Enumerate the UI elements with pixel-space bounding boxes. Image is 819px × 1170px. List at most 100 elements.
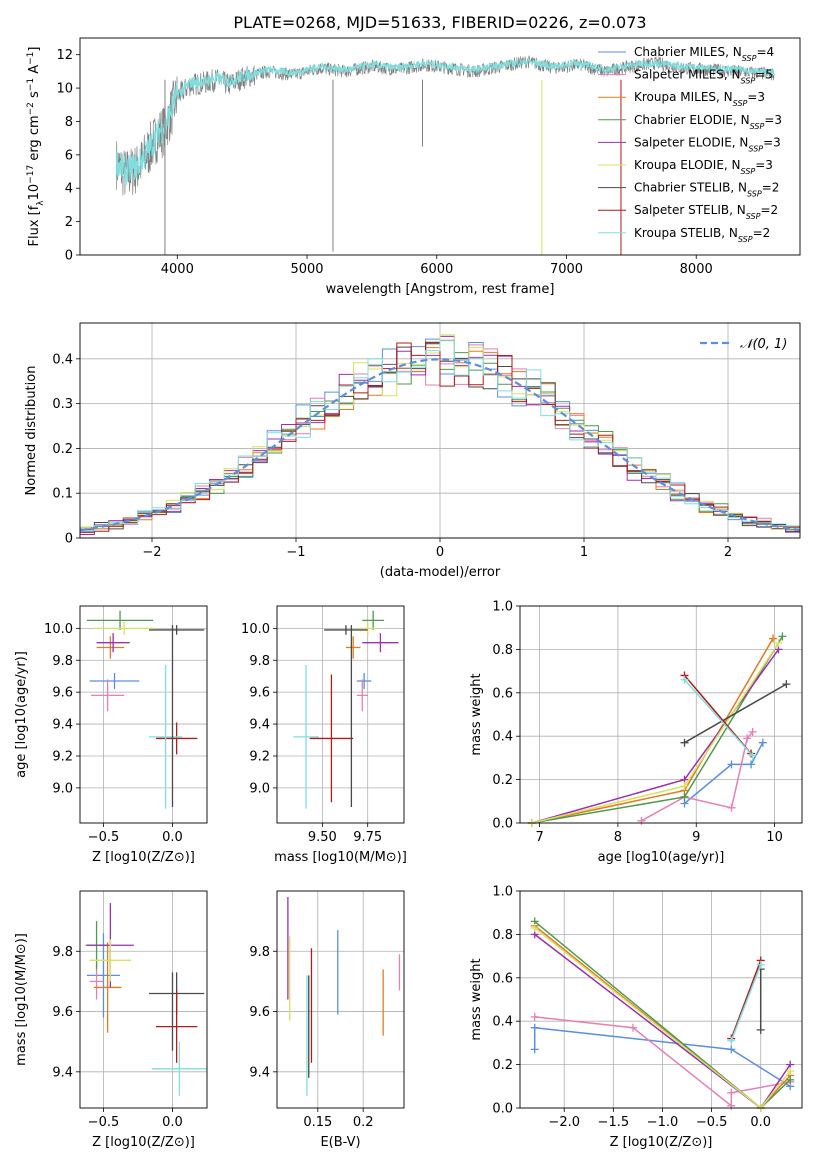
- y-tick-label: 6: [65, 148, 73, 163]
- legend-subscript: SSP: [750, 121, 765, 130]
- data-point: [155, 990, 198, 1063]
- data-point: [324, 625, 368, 635]
- legend-subscript: SSP: [746, 212, 761, 221]
- error-bars: [287, 897, 401, 1096]
- legend-subscript: SSP: [747, 189, 762, 198]
- y-tick-label: 9.6: [249, 686, 270, 701]
- weight-marker: [748, 751, 757, 760]
- x-tick-label: 2: [724, 545, 732, 560]
- legend-label: Kroupa MILES, NSSP=3: [634, 90, 765, 108]
- weight-marker: [727, 760, 736, 769]
- y-axis-label: mass weight: [469, 673, 484, 755]
- weight-marker: [727, 1036, 736, 1045]
- weight-marker: [530, 1045, 539, 1054]
- legend-label: Chabrier MILES, NSSP=4: [634, 45, 774, 63]
- spectrum-legend: Chabrier MILES, NSSP=4 Salpeter MILES, NS…: [598, 45, 782, 243]
- legend-subscript: SSP: [741, 76, 756, 85]
- y-tick-label: 9.0: [52, 781, 73, 796]
- weight-series-line: [684, 683, 787, 744]
- data-point: [293, 665, 319, 809]
- x-tick-label: −2: [142, 545, 161, 560]
- y-tick-label: 12: [56, 48, 73, 63]
- spectrum-lines: [115, 55, 775, 255]
- data-point: [93, 942, 122, 1033]
- x-tick-label: −1.0: [647, 1115, 679, 1130]
- axes-frame: [79, 605, 208, 824]
- x-axis-label: age [log10(age/yr)]: [598, 850, 725, 865]
- x-tick-label: 9: [692, 830, 700, 845]
- y-tick-label: 0.4: [52, 352, 73, 367]
- legend-label: Chabrier STELIB, NSSP=2: [634, 181, 779, 199]
- axes-frame: [519, 605, 803, 824]
- legend-count: =3: [747, 90, 765, 104]
- x-tick-label: 8000: [680, 262, 713, 277]
- y-tick-label: 9.8: [249, 654, 270, 669]
- data-point: [96, 633, 130, 653]
- y-tick-label: 0.6: [492, 686, 513, 701]
- weight-marker: [727, 1101, 736, 1110]
- x-tick-label: 7000: [550, 262, 583, 277]
- data-point: [93, 621, 155, 635]
- y-tick-label: 0.8: [492, 928, 513, 943]
- x-tick-label: 8: [614, 830, 622, 845]
- weight-marker: [727, 803, 736, 812]
- x-tick-label: 7: [535, 830, 543, 845]
- age-vs-mass-panel: 9.50 9.75 9.0 9.2 9.4 9.6 9.8 10.0 mass [log10(M…: [241, 605, 407, 865]
- weight-marker: [778, 632, 787, 641]
- weight-marker: [748, 727, 757, 736]
- data-point: [89, 673, 140, 689]
- y-tick-label: 0.8: [492, 643, 513, 658]
- weight-marker: [758, 738, 767, 747]
- y-axis-label: Normed distribution: [24, 366, 39, 496]
- data-point: [151, 1041, 207, 1096]
- weight-marker: [727, 1088, 736, 1097]
- x-axis-label: Z [log10(Z/Z⊙)]: [610, 1135, 713, 1150]
- x-tick-label: −0.5: [88, 1115, 120, 1130]
- legend-subscript: SSP: [733, 99, 748, 108]
- x-tick-label: 5000: [290, 262, 323, 277]
- error-bars: [293, 610, 399, 809]
- x-axis-label: (data-model)/error: [380, 565, 501, 580]
- x-tick-label: −1: [286, 545, 305, 560]
- legend-count: =2: [762, 181, 780, 195]
- legend-label: Chabrier ELODIE, NSSP=3: [634, 113, 782, 131]
- data-point: [309, 674, 354, 803]
- weight-marker: [756, 960, 765, 969]
- mass-vs-EBV-panel: 0.15 0.2 9.4 9.6 9.8 E(B-V): [249, 890, 405, 1150]
- x-tick-label: 9.75: [353, 830, 382, 845]
- y-tick-label: 9.2: [52, 749, 73, 764]
- weight-marker: [680, 782, 689, 791]
- x-tick-label: −1.5: [598, 1115, 630, 1130]
- axes-frame: [79, 37, 801, 256]
- data-point: [149, 665, 183, 809]
- weight-marker: [680, 675, 689, 684]
- y-tick-label: 9.6: [52, 1005, 73, 1020]
- y-tick-label: 9.4: [52, 718, 73, 733]
- x-tick-label: −0.5: [88, 830, 120, 845]
- data-point: [362, 610, 385, 630]
- weight-series-line: [533, 1026, 791, 1087]
- weight-marker: [743, 734, 752, 743]
- legend-count: =2: [760, 203, 778, 217]
- legend-label: Kroupa STELIB, NSSP=2: [634, 226, 770, 244]
- y-tick-label: 1.0: [492, 600, 513, 615]
- y-tick-label: 0.2: [492, 773, 513, 788]
- y-tick-label: 9.4: [249, 1065, 270, 1080]
- legend-subscript: SSP: [738, 234, 753, 243]
- y-tick-label: 0.2: [492, 1058, 513, 1073]
- y-tick-label: 10: [56, 82, 73, 97]
- y-tick-label: 9.6: [249, 1005, 270, 1020]
- y-axis-label: mass [log10(M/M⊙)]: [14, 933, 29, 1066]
- y-tick-label: 0: [65, 532, 73, 547]
- legend-label: Kroupa ELODIE, NSSP=3: [634, 158, 773, 176]
- data-point: [91, 679, 125, 712]
- grid: [277, 891, 404, 1108]
- weight-series-line: [730, 960, 762, 1039]
- y-tick-label: 9.8: [249, 945, 270, 960]
- y-tick-label: 9.6: [52, 686, 73, 701]
- x-axis-label: Z [log10(Z/Z⊙)]: [92, 1135, 195, 1150]
- x-axis-label: Z [log10(Z/Z⊙)]: [92, 850, 195, 865]
- axes-frame: [79, 890, 208, 1109]
- weight-marker: [774, 638, 783, 647]
- legend-label: Salpeter MILES, NSSP=5: [634, 68, 773, 86]
